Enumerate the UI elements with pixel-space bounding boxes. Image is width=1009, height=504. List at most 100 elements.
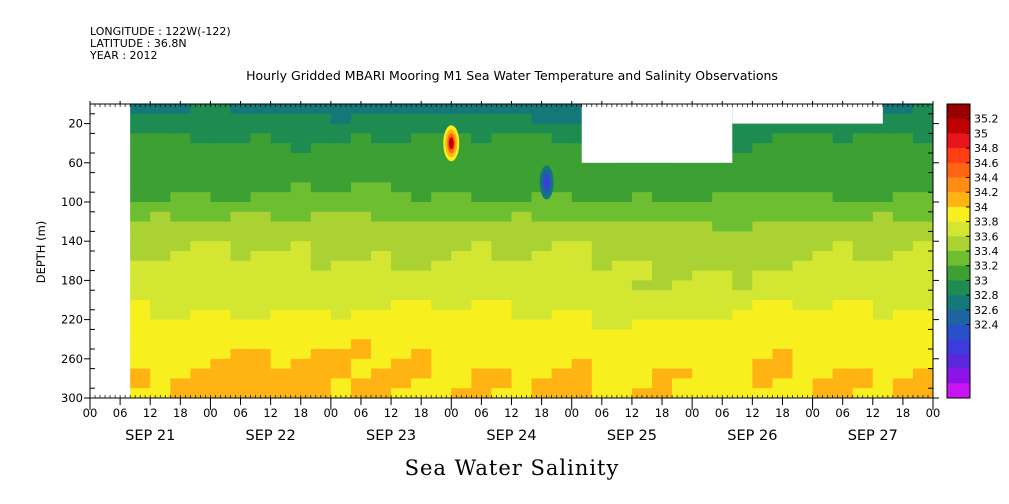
heatmap-cell: [431, 309, 452, 320]
heatmap-cell: [531, 290, 553, 301]
heatmap-cell: [371, 388, 392, 399]
heatmap-cell: [451, 113, 472, 124]
heatmap-cell: [451, 378, 472, 389]
heatmap-cell: [451, 388, 472, 399]
heatmap-cell: [712, 280, 733, 291]
heatmap-cell: [230, 104, 251, 115]
heatmap-cell: [431, 260, 452, 271]
heatmap-cell: [752, 309, 773, 320]
heatmap-cell: [712, 358, 733, 369]
heatmap-cell: [611, 221, 633, 232]
heatmap-cell: [571, 270, 593, 281]
heatmap-cell: [531, 270, 553, 281]
heatmap-cell: [832, 172, 854, 183]
heatmap-cell: [571, 241, 593, 252]
heatmap-cell: [812, 202, 834, 213]
heatmap-cell: [391, 270, 412, 281]
x-hour-label: 18: [414, 406, 429, 420]
heatmap-cell: [772, 192, 793, 203]
heatmap-cell: [571, 329, 593, 340]
heatmap-cell: [912, 143, 934, 154]
heatmap-cell: [230, 231, 251, 242]
heatmap-cell: [772, 182, 793, 193]
heatmap-cell: [310, 172, 332, 183]
heatmap-cell: [230, 300, 251, 311]
heatmap-cell: [451, 309, 472, 320]
heatmap-cell: [411, 231, 432, 242]
heatmap-cell: [672, 182, 693, 193]
heatmap-cell: [852, 300, 874, 311]
heatmap-cell: [371, 368, 392, 379]
heatmap-cell: [451, 162, 472, 173]
heatmap-cell: [431, 290, 452, 301]
heatmap-cell: [652, 231, 673, 242]
x-hour-labels: 00 06 12 18 00 06 12 18 00 06 12 18 00 06 12 18 00 06 12 18…: [83, 406, 941, 420]
heatmap-cell: [250, 270, 272, 281]
heatmap-cell: [371, 113, 392, 124]
missing-data-region: [732, 104, 883, 124]
missing-data-region: [581, 104, 733, 163]
heatmap-cell: [652, 241, 673, 252]
heatmap-cell: [230, 339, 251, 350]
heatmap-cell: [290, 349, 312, 360]
heatmap-cell: [190, 241, 211, 252]
x-day-label: SEP 24: [486, 428, 536, 444]
heatmap-cell: [391, 113, 412, 124]
heatmap-cell: [411, 182, 432, 193]
heatmap-cell: [190, 329, 211, 340]
heatmap-cell: [712, 290, 733, 301]
heatmap-cell: [792, 260, 813, 271]
heatmap-cell: [330, 143, 352, 154]
heatmap-cell: [190, 153, 211, 164]
heatmap-cell: [712, 211, 733, 222]
heatmap-cell: [551, 143, 573, 154]
heatmap-cell: [712, 349, 733, 360]
heatmap-cell: [491, 162, 512, 173]
heatmap-cell: [431, 270, 452, 281]
heatmap-cell: [150, 388, 171, 399]
heatmap-cell: [772, 329, 793, 340]
colorbar-label: 34.2: [974, 186, 999, 199]
heatmap-cell: [792, 329, 813, 340]
heatmap-cell: [732, 211, 753, 222]
heatmap-cell: [852, 123, 874, 134]
heatmap-cell: [732, 133, 753, 144]
heatmap-cell: [130, 368, 151, 379]
heatmap-cell: [270, 368, 292, 379]
heatmap-cell: [531, 358, 553, 369]
heatmap-cell: [912, 133, 934, 144]
heatmap-cell: [652, 329, 673, 340]
heatmap-cell: [892, 319, 914, 330]
heatmap-cell: [692, 349, 713, 360]
heatmap-cell: [631, 329, 653, 340]
heatmap-cell: [551, 231, 573, 242]
heatmap-cell: [772, 260, 793, 271]
heatmap-cell: [391, 388, 412, 399]
heatmap-cell: [350, 251, 372, 262]
heatmap-cell: [571, 211, 593, 222]
heatmap-cell: [511, 172, 532, 183]
heatmap-cell: [391, 368, 412, 379]
heatmap-cell: [631, 221, 653, 232]
heatmap-cell: [170, 270, 191, 281]
heatmap-cell: [431, 143, 452, 154]
heatmap-cell: [792, 211, 813, 222]
colorbar-label: 33.4: [974, 245, 999, 258]
heatmap-cell: [210, 104, 231, 115]
heatmap-cell: [210, 231, 231, 242]
heatmap-cell: [451, 123, 472, 134]
heatmap-cell: [591, 182, 613, 193]
heatmap-cell: [350, 319, 372, 330]
heatmap-cell: [130, 309, 151, 320]
heatmap-cell: [892, 153, 914, 164]
heatmap-cell: [310, 280, 332, 291]
heatmap-cell: [772, 211, 793, 222]
heatmap-cell: [792, 221, 813, 232]
x-hour-label: 00: [805, 406, 820, 420]
heatmap-cell: [371, 202, 392, 213]
heatmap-cell: [752, 349, 773, 360]
heatmap-cell: [652, 162, 673, 173]
heatmap-cell: [270, 221, 292, 232]
heatmap-cell: [652, 260, 673, 271]
heatmap-cell: [170, 202, 191, 213]
